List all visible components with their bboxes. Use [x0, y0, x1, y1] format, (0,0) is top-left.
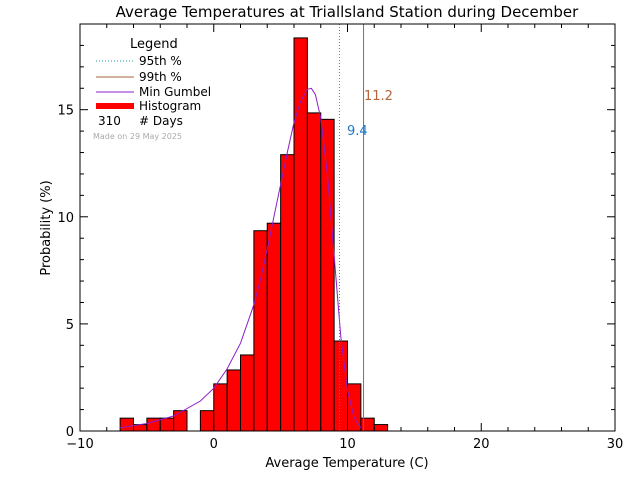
histogram-bar: [266, 222, 282, 432]
histogram-bar: [320, 118, 335, 432]
histogram-bar: [333, 340, 348, 432]
y-tick-label: 5: [66, 318, 74, 333]
y-axis: 0 5 10 15: [57, 23, 615, 440]
histogram-bar: [293, 37, 308, 432]
legend: Legend 95th % 99th % Min Gumbel Histogra…: [93, 37, 211, 141]
legend-days-count: 310: [98, 114, 121, 128]
histogram-bar: [226, 369, 241, 432]
histogram-bar: [159, 417, 175, 432]
made-on-note: Made on 29 May 2025: [93, 132, 182, 141]
y-tick-label: 10: [57, 211, 74, 226]
histogram-bar: [347, 383, 362, 432]
histogram-bars: [119, 37, 389, 432]
histogram-bar: [360, 417, 375, 432]
x-tick-label: −10: [66, 437, 93, 452]
legend-item-histogram: Histogram: [139, 99, 201, 113]
legend-item-gumbel: Min Gumbel: [139, 85, 211, 99]
x-tick-label: 20: [473, 437, 490, 452]
legend-title: Legend: [130, 37, 178, 52]
legend-item-99th: 99th %: [139, 70, 182, 84]
x-tick-label: 0: [210, 437, 218, 452]
histogram-bar: [173, 410, 188, 432]
histogram-bar: [213, 383, 228, 432]
histogram-bar: [119, 417, 134, 432]
y-tick-label: 0: [66, 425, 74, 440]
legend-item-95th: 95th %: [139, 54, 182, 68]
histogram-bar: [240, 354, 255, 432]
percentile-95-label: 9.4: [347, 124, 368, 139]
histogram-bar: [306, 112, 322, 432]
histogram-bar: [373, 424, 389, 432]
histogram-bar: [199, 410, 215, 432]
x-tick-label: 30: [607, 437, 624, 452]
gumbel-curve: [120, 87, 362, 429]
legend-days-label: # Days: [139, 114, 183, 128]
percentile-lines: [338, 24, 365, 431]
percentile-99-label: 11.2: [364, 89, 393, 104]
y-tick-label: 15: [57, 104, 74, 119]
x-tick-label: 10: [339, 437, 356, 452]
chart-title: Average Temperatures at Triallsland Stat…: [116, 3, 579, 21]
histogram-bar: [253, 230, 268, 432]
x-axis-label: Average Temperature (C): [265, 456, 428, 471]
gumbel-curve-layer: [120, 87, 362, 429]
y-axis-label: Probability (%): [39, 180, 54, 275]
histogram-bar: [280, 154, 295, 432]
x-axis: −10 0 10 20 30: [66, 24, 623, 452]
